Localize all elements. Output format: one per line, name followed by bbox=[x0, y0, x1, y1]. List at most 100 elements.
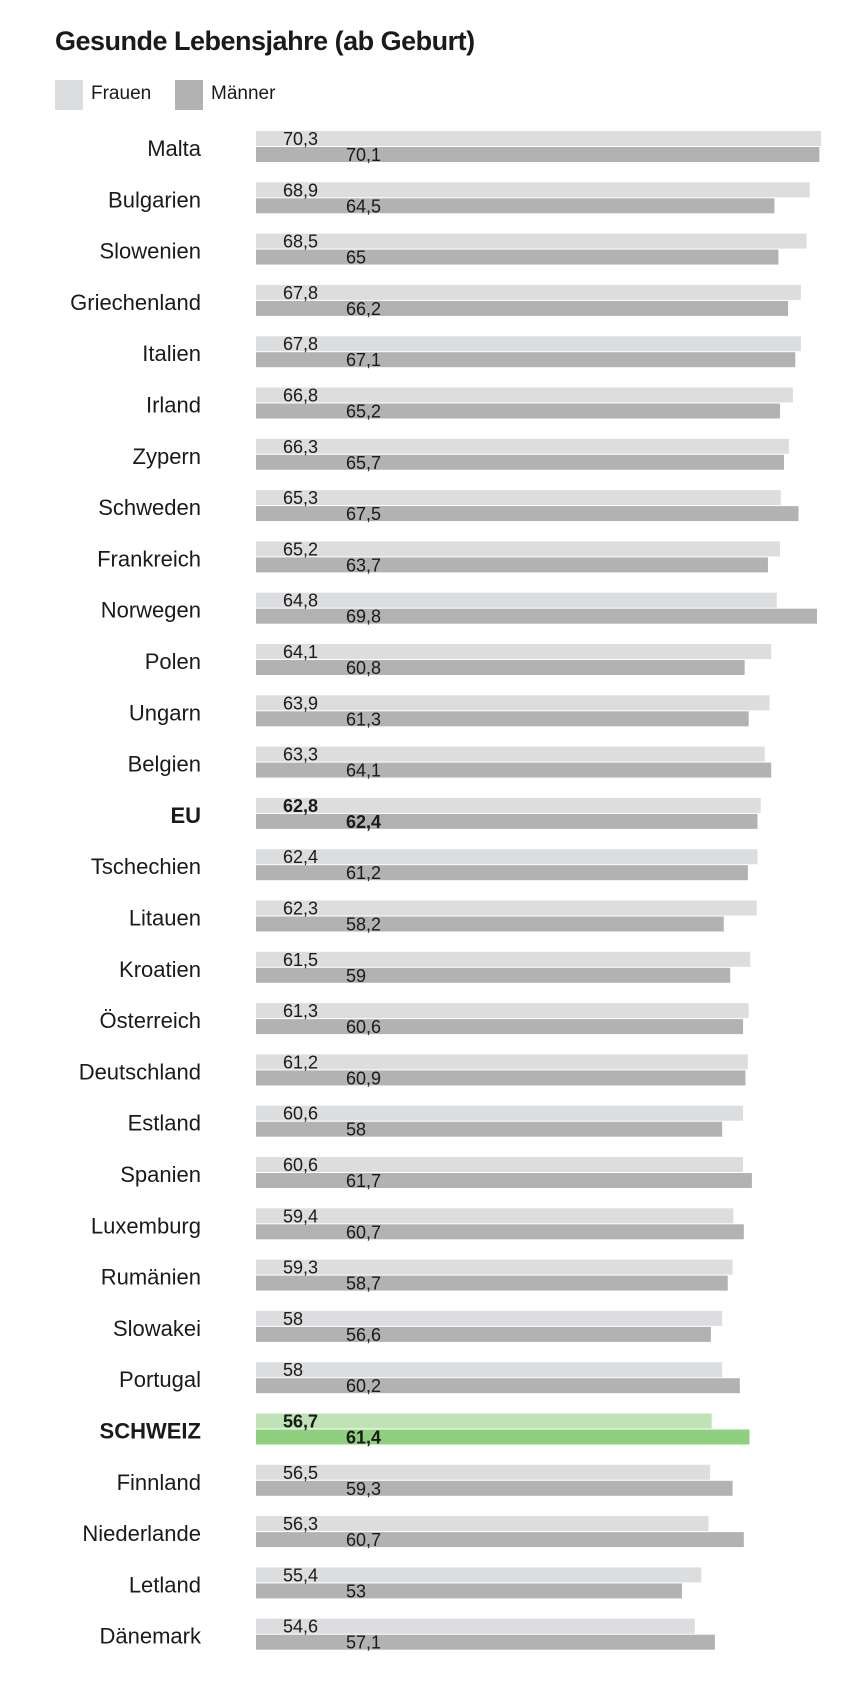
value-label-maenner-belgien: 64,1 bbox=[346, 761, 381, 781]
bar-frauen-luxemburg bbox=[256, 1208, 734, 1224]
bar-frauen-norwegen bbox=[256, 592, 777, 608]
bar-frauen-finnland bbox=[256, 1464, 711, 1480]
value-label-maenner-portugal: 60,2 bbox=[346, 1376, 381, 1396]
bar-maenner-schweiz bbox=[256, 1429, 750, 1445]
bar-frauen-bulgarien bbox=[256, 182, 810, 198]
value-label-frauen-slowakei: 58 bbox=[283, 1309, 303, 1329]
bar-maenner-frankreich bbox=[256, 557, 768, 573]
value-label-maenner-tschechien: 61,2 bbox=[346, 863, 381, 883]
bar-maenner-slowakei bbox=[256, 1326, 711, 1342]
value-label-maenner-schweden: 67,5 bbox=[346, 504, 381, 524]
bar-frauen-estland bbox=[256, 1105, 744, 1121]
value-label-frauen-irland: 66,8 bbox=[283, 386, 318, 406]
value-label-frauen-portugal: 58 bbox=[283, 1360, 303, 1380]
bar-maenner-letland bbox=[256, 1583, 682, 1599]
value-label-frauen-spanien: 60,6 bbox=[283, 1155, 318, 1175]
value-label-frauen-zypern: 66,3 bbox=[283, 437, 318, 457]
bar-maenner-griechenland bbox=[256, 300, 789, 316]
bar-frauen-d-nemark bbox=[256, 1618, 695, 1634]
category-label-malta: Malta bbox=[147, 136, 202, 161]
value-label-maenner-kroatien: 59 bbox=[346, 966, 366, 986]
bar-maenner-malta bbox=[256, 147, 820, 162]
category-label-slowenien: Slowenien bbox=[99, 239, 201, 264]
category-label-irland: Irland bbox=[146, 393, 201, 418]
bar-frauen-litauen bbox=[256, 900, 757, 916]
category-label-spanien: Spanien bbox=[120, 1162, 201, 1187]
legend-swatch-maenner bbox=[175, 80, 203, 110]
bar-maenner-finnland bbox=[256, 1480, 733, 1496]
category-label-polen: Polen bbox=[145, 649, 201, 674]
bar-maenner-slowenien bbox=[256, 249, 779, 265]
value-label-maenner-ungarn: 61,3 bbox=[346, 709, 381, 729]
value-label-frauen-schweden: 65,3 bbox=[283, 488, 318, 508]
bar-maenner-polen bbox=[256, 660, 745, 675]
bar-maenner-spanien bbox=[256, 1173, 752, 1188]
bar-frauen-tschechien bbox=[256, 849, 758, 865]
bar-frauen-malta bbox=[256, 131, 821, 146]
bar-maenner-bulgarien bbox=[256, 198, 775, 214]
category-label-niederlande: Niederlande bbox=[82, 1521, 201, 1546]
value-label-frauen-schweiz: 56,7 bbox=[283, 1412, 318, 1432]
category-label-norwegen: Norwegen bbox=[101, 598, 201, 623]
value-label-frauen-kroatien: 61,5 bbox=[283, 950, 318, 970]
value-label-maenner-polen: 60,8 bbox=[346, 658, 381, 678]
value-label-maenner-bulgarien: 64,5 bbox=[346, 196, 381, 216]
bar-maenner-estland bbox=[256, 1121, 723, 1137]
bar-frauen-italien bbox=[256, 336, 801, 352]
category-label-kroatien: Kroatien bbox=[119, 957, 201, 982]
value-label-frauen-malta: 70,3 bbox=[283, 129, 318, 149]
category-label-ungarn: Ungarn bbox=[129, 700, 201, 725]
category-label-slowakei: Slowakei bbox=[113, 1316, 201, 1341]
category-label-finnland: Finnland bbox=[117, 1470, 201, 1495]
category-label-belgien: Belgien bbox=[128, 752, 201, 777]
bar-maenner-italien bbox=[256, 352, 796, 368]
bar-maenner-eu bbox=[256, 813, 758, 829]
category-label-italien: Italien bbox=[142, 341, 201, 366]
value-label-maenner-rum-nien: 58,7 bbox=[346, 1274, 381, 1294]
value-label-maenner-finnland: 59,3 bbox=[346, 1479, 381, 1499]
bar-frauen-schweiz bbox=[256, 1413, 712, 1429]
category-label-schweden: Schweden bbox=[98, 495, 201, 520]
value-label-frauen-slowenien: 68,5 bbox=[283, 232, 318, 252]
value-label-frauen-eu: 62,8 bbox=[283, 796, 318, 816]
bar-frauen-slowenien bbox=[256, 233, 807, 249]
category-label-deutschland: Deutschland bbox=[79, 1059, 201, 1084]
value-label-maenner-litauen: 58,2 bbox=[346, 915, 381, 935]
category-label-frankreich: Frankreich bbox=[97, 546, 201, 571]
value-label-frauen-polen: 64,1 bbox=[283, 642, 318, 662]
category-label-bulgarien: Bulgarien bbox=[108, 187, 201, 212]
value-label-maenner-eu: 62,4 bbox=[346, 812, 381, 832]
bar-maenner-schweden bbox=[256, 506, 799, 522]
value-label-frauen-griechenland: 67,8 bbox=[283, 283, 318, 303]
bar-frauen-ungarn bbox=[256, 695, 770, 711]
bar-frauen-letland bbox=[256, 1567, 702, 1583]
bar-frauen-spanien bbox=[256, 1157, 744, 1172]
value-label-maenner--sterreich: 60,6 bbox=[346, 1017, 381, 1037]
chart-title: Gesunde Lebensjahre (ab Geburt) bbox=[55, 26, 475, 56]
category-label-rum-nien: Rumänien bbox=[101, 1265, 201, 1290]
category-label-litauen: Litauen bbox=[129, 906, 201, 931]
bar-frauen-griechenland bbox=[256, 284, 801, 300]
value-label-maenner-frankreich: 63,7 bbox=[346, 555, 381, 575]
bar-frauen-frankreich bbox=[256, 541, 781, 557]
value-label-frauen-finnland: 56,5 bbox=[283, 1463, 318, 1483]
value-label-maenner-spanien: 61,7 bbox=[346, 1171, 381, 1191]
category-label-zypern: Zypern bbox=[133, 444, 201, 469]
bar-frauen-polen bbox=[256, 644, 772, 659]
value-label-maenner-deutschland: 60,9 bbox=[346, 1068, 381, 1088]
category-label-estland: Estland bbox=[128, 1111, 201, 1136]
value-label-frauen-rum-nien: 59,3 bbox=[283, 1258, 318, 1278]
bar-maenner-luxemburg bbox=[256, 1224, 744, 1240]
value-label-frauen-bulgarien: 68,9 bbox=[283, 180, 318, 200]
bar-maenner--sterreich bbox=[256, 1019, 744, 1035]
category-label-letland: Letland bbox=[129, 1572, 201, 1597]
bar-frauen-rum-nien bbox=[256, 1259, 733, 1275]
value-label-maenner-d-nemark: 57,1 bbox=[346, 1633, 381, 1653]
bar-frauen-zypern bbox=[256, 438, 789, 454]
value-label-frauen-estland: 60,6 bbox=[283, 1104, 318, 1124]
value-label-frauen-d-nemark: 54,6 bbox=[283, 1617, 318, 1637]
legend-label-maenner: Männer bbox=[211, 83, 276, 104]
value-label-frauen-letland: 55,4 bbox=[283, 1565, 318, 1585]
bar-frauen-irland bbox=[256, 387, 793, 403]
legend-swatch-frauen bbox=[55, 80, 83, 110]
